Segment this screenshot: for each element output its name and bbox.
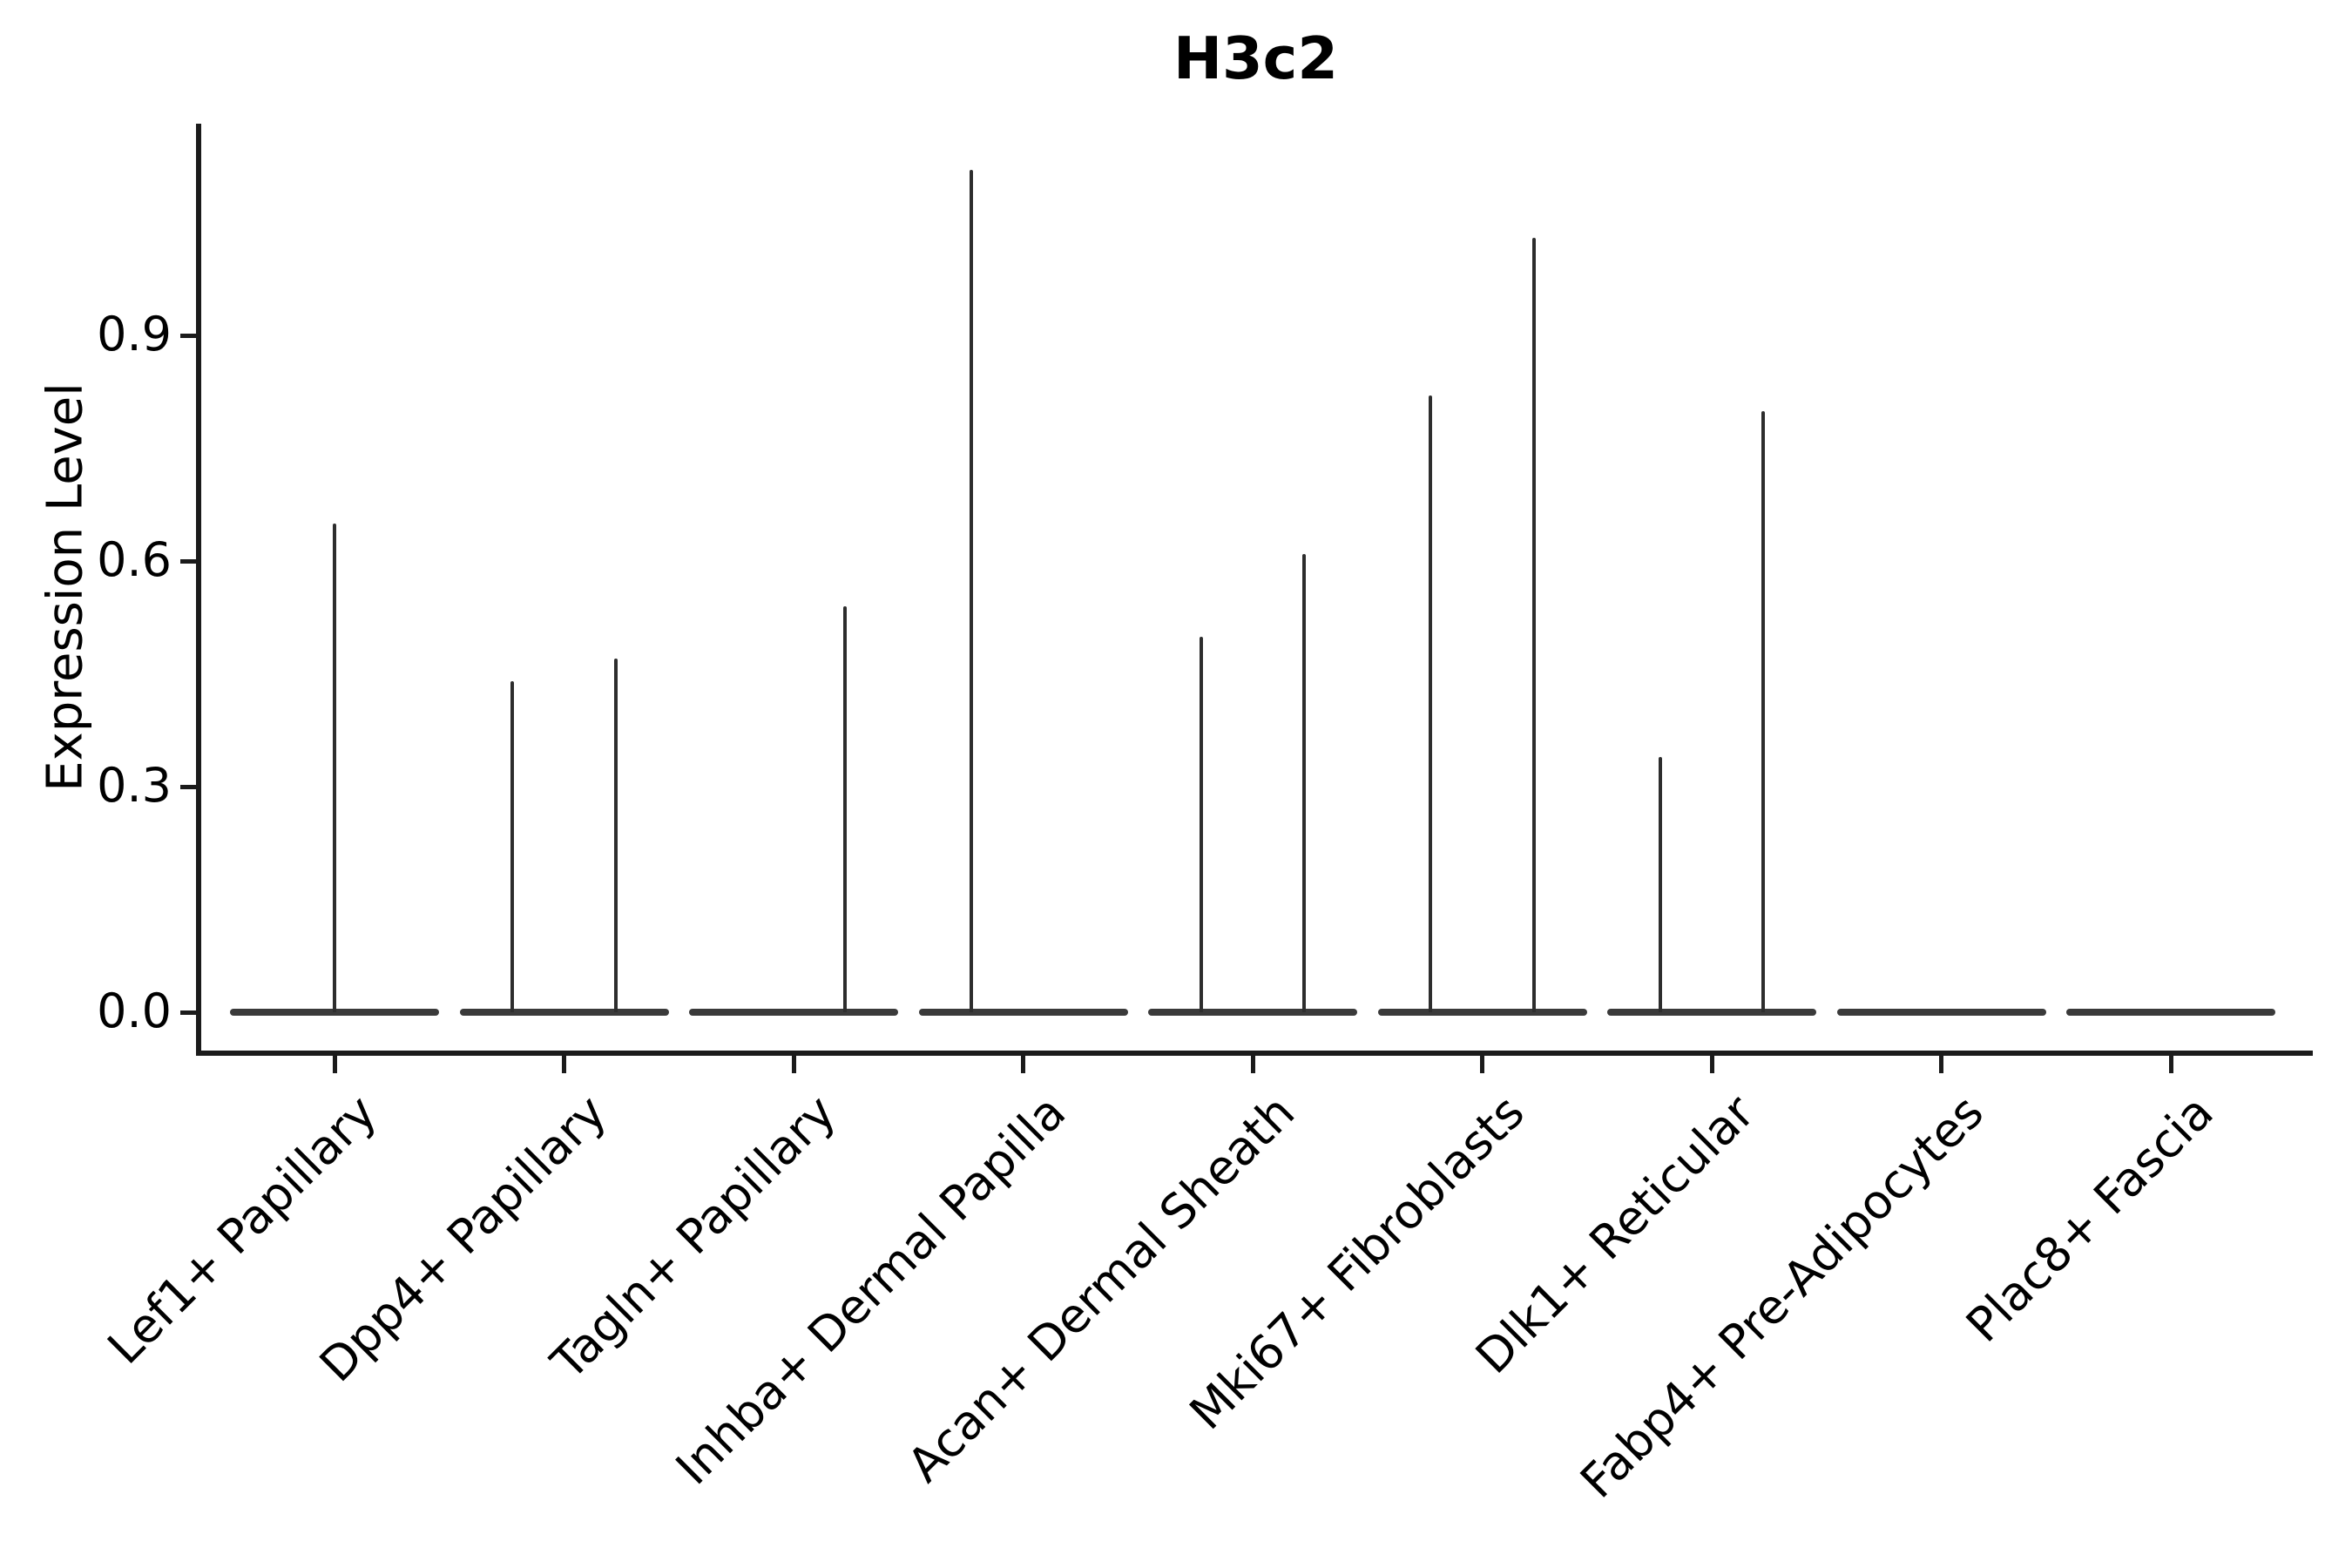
x-tick-mark bbox=[332, 1056, 337, 1073]
x-tick-mark bbox=[1021, 1056, 1025, 1073]
violin-spike bbox=[1199, 636, 1203, 1012]
violin-spike bbox=[1531, 238, 1536, 1012]
y-axis-label: Expression Level bbox=[37, 382, 94, 792]
violin-spike bbox=[1658, 756, 1662, 1012]
x-tick-mark bbox=[1709, 1056, 1714, 1073]
y-axis-spine bbox=[196, 124, 201, 1056]
x-axis-spine bbox=[196, 1051, 2313, 1056]
x-tick-label: Acan+ Dermal Sheath bbox=[897, 1085, 1306, 1493]
violin-baseline bbox=[918, 1009, 1128, 1016]
x-tick-mark bbox=[2168, 1056, 2173, 1073]
y-tick-label: 0.3 bbox=[97, 758, 172, 814]
x-tick-mark bbox=[1939, 1056, 1943, 1073]
violin-spike bbox=[843, 605, 848, 1012]
violin-baseline bbox=[230, 1009, 439, 1016]
violin-spike bbox=[970, 170, 974, 1012]
x-tick-mark bbox=[1480, 1056, 1484, 1073]
x-tick-label: Plac8+ Fascia bbox=[1955, 1085, 2224, 1353]
y-tick-mark bbox=[180, 333, 196, 338]
violin-baseline bbox=[1148, 1009, 1357, 1016]
violin-baseline bbox=[689, 1009, 898, 1016]
violin-baseline bbox=[2066, 1009, 2275, 1016]
y-tick-label: 0.9 bbox=[97, 307, 172, 362]
x-tick-label: Fabp4+ Pre-Adipocytes bbox=[1570, 1085, 1995, 1509]
violin-spike bbox=[1302, 553, 1307, 1012]
violin-baseline bbox=[1607, 1009, 1816, 1016]
x-tick-mark bbox=[791, 1056, 796, 1073]
violin-baseline bbox=[1377, 1009, 1587, 1016]
y-tick-label: 0.0 bbox=[97, 983, 172, 1039]
y-tick-mark bbox=[180, 1010, 196, 1015]
x-tick-mark bbox=[562, 1056, 566, 1073]
y-tick-mark bbox=[180, 784, 196, 789]
chart-title: H3c2 bbox=[1173, 24, 1339, 92]
violin-baseline bbox=[1836, 1009, 2046, 1016]
x-tick-label: Inhba+ Dermal Papilla bbox=[665, 1085, 1077, 1496]
violin-spike bbox=[613, 659, 618, 1012]
violin-spike bbox=[510, 681, 515, 1012]
violin-baseline bbox=[459, 1009, 669, 1016]
violin-spike bbox=[1761, 410, 1766, 1012]
y-tick-label: 0.6 bbox=[97, 532, 172, 588]
violin-spike bbox=[1429, 395, 1433, 1012]
x-tick-mark bbox=[1250, 1056, 1255, 1073]
y-tick-mark bbox=[180, 558, 196, 564]
violin-spike bbox=[333, 524, 336, 1012]
